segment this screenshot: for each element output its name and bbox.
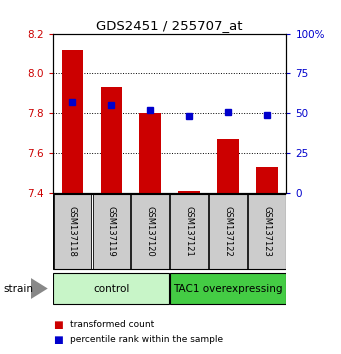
Text: GSM137118: GSM137118	[68, 206, 77, 257]
Text: strain: strain	[3, 284, 33, 293]
Bar	[170, 273, 286, 304]
Text: ■: ■	[53, 320, 63, 330]
Text: GSM137122: GSM137122	[224, 206, 233, 257]
Bar	[256, 167, 278, 193]
Bar	[101, 87, 122, 193]
Bar	[132, 194, 169, 269]
Bar	[248, 194, 286, 269]
Bar	[209, 194, 247, 269]
Text: GSM137123: GSM137123	[263, 206, 271, 257]
Polygon shape	[31, 278, 48, 299]
Bar	[139, 113, 161, 193]
Text: ■: ■	[53, 335, 63, 345]
Text: GSM137119: GSM137119	[107, 206, 116, 257]
Text: GSM137121: GSM137121	[184, 206, 194, 257]
Bar	[170, 194, 208, 269]
Bar	[217, 139, 239, 193]
Text: control: control	[93, 284, 130, 293]
Title: GDS2451 / 255707_at: GDS2451 / 255707_at	[97, 19, 243, 33]
Bar	[178, 191, 200, 193]
Bar	[92, 194, 130, 269]
Text: TAC1 overexpressing: TAC1 overexpressing	[173, 284, 283, 293]
Text: GSM137120: GSM137120	[146, 206, 155, 257]
Bar	[62, 50, 83, 193]
Text: percentile rank within the sample: percentile rank within the sample	[70, 335, 223, 344]
Bar	[54, 194, 91, 269]
Bar	[53, 273, 169, 304]
Text: transformed count: transformed count	[70, 320, 154, 330]
